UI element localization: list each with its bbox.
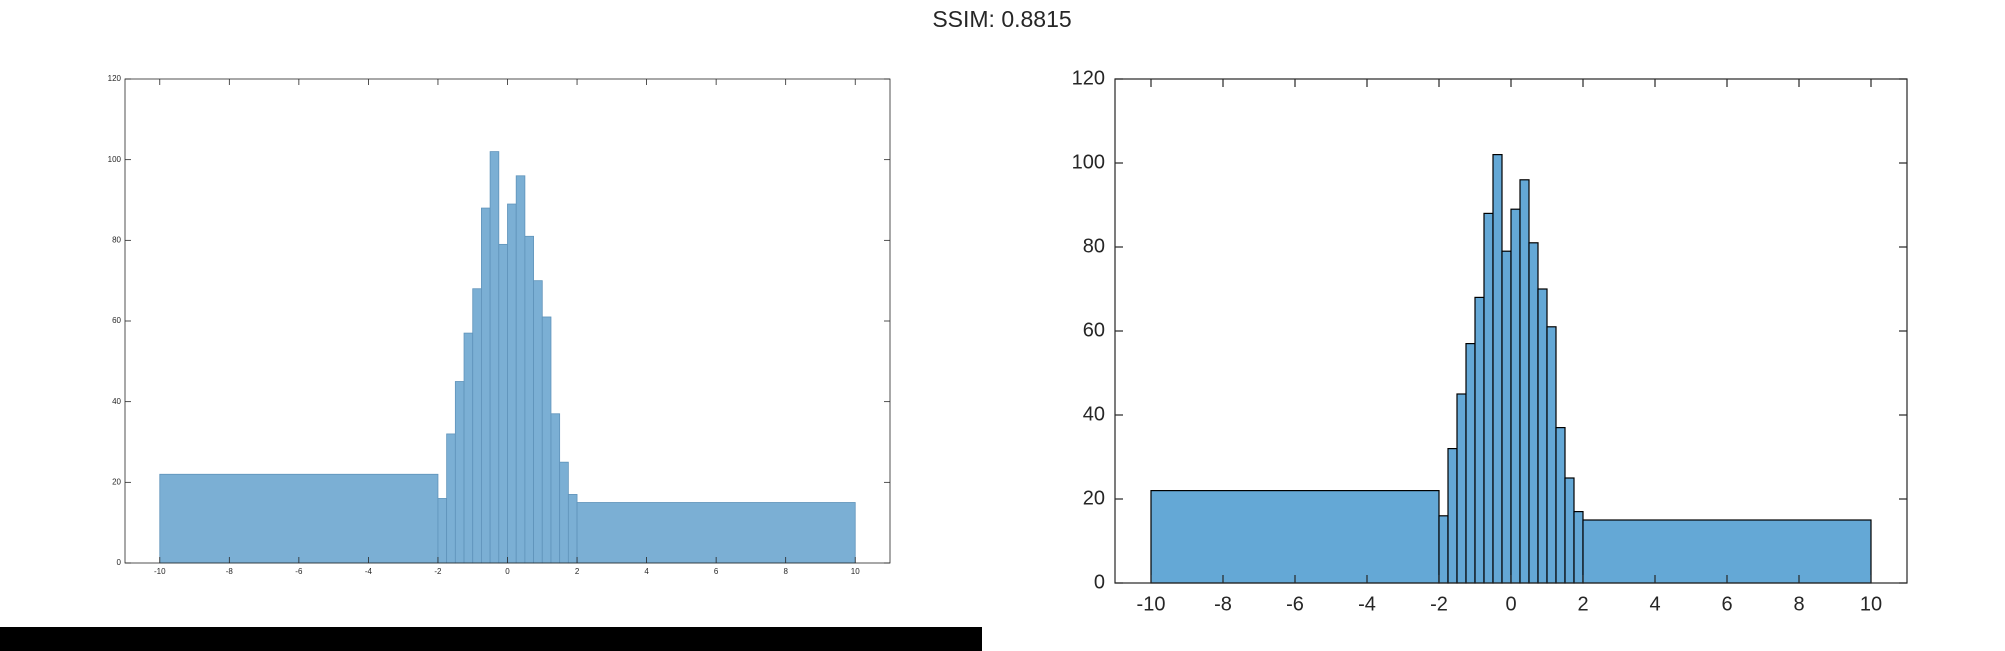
x-tick-label: -2: [1430, 593, 1448, 615]
bar: [446, 433, 456, 564]
y-tick-label: 40: [112, 397, 121, 406]
bar: [1456, 393, 1467, 584]
bar: [1483, 212, 1494, 584]
black-bar: [0, 627, 982, 651]
x-tick-label: 4: [1649, 593, 1660, 615]
bar: [1474, 296, 1485, 584]
bar: [1519, 179, 1530, 584]
bar: [1546, 326, 1557, 584]
bar: [1582, 519, 1872, 584]
bar: [559, 461, 569, 564]
bar: [567, 494, 578, 564]
x-tick-label: 6: [714, 567, 719, 576]
y-tick-label: 120: [108, 74, 122, 83]
x-tick-label: 6: [1721, 593, 1732, 615]
x-tick-label: 2: [1577, 593, 1588, 615]
bar: [1537, 288, 1548, 584]
bar: [463, 332, 474, 564]
bar: [437, 498, 448, 564]
x-tick-label: 10: [851, 567, 860, 576]
bar: [1555, 427, 1566, 584]
bar: [507, 203, 517, 564]
bar: [1528, 242, 1539, 584]
bar: [1492, 154, 1503, 584]
x-tick-label: -4: [1358, 593, 1376, 615]
bar: [1438, 515, 1449, 584]
x-tick-label: -10: [1137, 593, 1166, 615]
bar: [1510, 208, 1521, 584]
y-tick-label: 120: [1072, 67, 1105, 89]
y-tick-label: 60: [112, 316, 121, 325]
x-tick-label: 10: [1860, 593, 1882, 615]
bar: [1447, 448, 1458, 584]
bar: [550, 413, 561, 564]
x-tick-label: -8: [226, 567, 234, 576]
x-tick-label: -6: [295, 567, 303, 576]
bar: [481, 207, 491, 564]
bar: [1501, 250, 1512, 584]
bar: [1573, 511, 1584, 584]
x-tick-label: 8: [1793, 593, 1804, 615]
x-tick-label: -4: [365, 567, 373, 576]
bar: [472, 288, 482, 564]
bar: [1150, 490, 1440, 584]
bar: [489, 151, 500, 564]
y-tick-label: 20: [1083, 487, 1105, 509]
y-tick-label: 0: [1094, 571, 1105, 593]
bar: [576, 502, 856, 564]
bar: [498, 243, 508, 564]
x-tick-label: -10: [154, 567, 166, 576]
x-tick-label: -2: [434, 567, 442, 576]
y-tick-label: 40: [1083, 403, 1105, 425]
x-tick-label: 8: [783, 567, 788, 576]
y-tick-label: 0: [117, 558, 122, 567]
bar: [533, 280, 543, 564]
x-tick-label: 0: [505, 567, 510, 576]
x-tick-label: -6: [1286, 593, 1304, 615]
bar: [454, 381, 465, 564]
y-tick-label: 80: [112, 235, 121, 244]
x-tick-label: 0: [1505, 593, 1516, 615]
bar: [515, 175, 526, 564]
x-tick-label: -8: [1214, 593, 1232, 615]
x-tick-label: 4: [644, 567, 649, 576]
y-tick-label: 20: [112, 477, 121, 486]
x-tick-label: 2: [575, 567, 580, 576]
bar: [159, 473, 439, 564]
bar: [1564, 477, 1575, 584]
bar: [524, 235, 534, 564]
y-tick-label: 80: [1083, 235, 1105, 257]
bar: [1465, 343, 1476, 584]
ssim-title: SSIM: 0.8815: [932, 6, 1071, 32]
y-tick-label: 60: [1083, 319, 1105, 341]
y-tick-label: 100: [108, 155, 122, 164]
y-tick-label: 100: [1072, 151, 1105, 173]
bar: [541, 316, 552, 564]
